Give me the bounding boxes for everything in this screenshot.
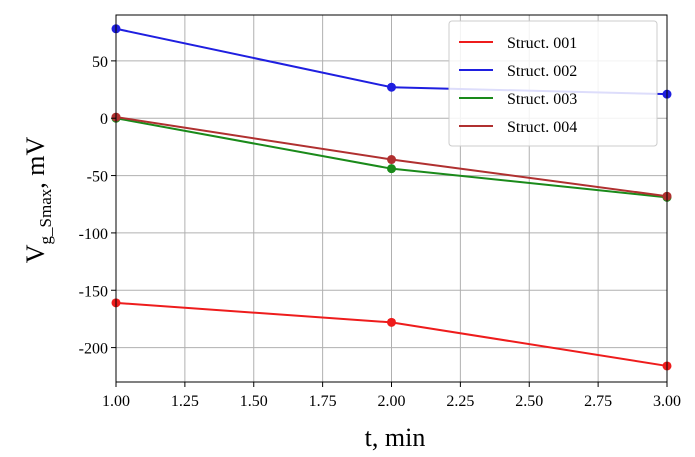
x-tick-label: 3.00 [653,393,681,410]
data-point [387,164,396,174]
x-tick-label: 2.50 [515,393,543,410]
series-4 [111,112,672,201]
x-tick-label: 1.75 [309,393,337,410]
y-axis-title: Vg_Smax, mV [21,137,55,264]
x-tick-label: 2.00 [378,393,406,410]
plot-frame [115,14,668,383]
data-point [387,155,396,165]
series-1 [111,298,672,371]
y-tick-label: 50 [92,54,108,71]
x-tick-label: 1.00 [102,393,130,410]
y-axis-title-main: V [21,244,50,263]
data-point [387,82,396,92]
legend-label: Struct. 003 [507,91,577,108]
data-point [387,317,396,327]
x-axis-title: t, min [365,423,426,452]
legend-label: Struct. 001 [507,35,577,52]
x-tick-label: 2.25 [446,393,474,410]
legend-box [448,20,658,147]
y-tick-label: 0 [100,111,108,128]
y-tick-label: -50 [87,169,108,186]
legend-label: Struct. 004 [507,119,577,136]
axes: 1.00 1.25 1.50 1.75 2.00 2.25 2.50 2.75 3.00 50 0 -… [79,14,681,410]
x-tick-label: 1.50 [240,393,268,410]
legend-label: Struct. 002 [507,63,577,80]
legend-entry: Struct. 004 [459,119,577,136]
y-tick-label: -200 [79,341,108,358]
x-tick-label: 1.25 [171,393,199,410]
y-axis-title-unit: , mV [21,137,50,189]
legend-entry: Struct. 001 [459,35,577,52]
y-axis-title-sub: g_Smax [36,188,55,244]
y-tick-label: -100 [79,226,108,243]
legend-entry: Struct. 003 [459,91,577,108]
x-tick-label: 2.75 [584,393,612,410]
legend: Struct. 001 Struct. 002 Struct. 003 Struct.… [448,20,658,147]
y-tick-label: -150 [79,283,108,300]
legend-entry: Struct. 002 [459,63,577,80]
